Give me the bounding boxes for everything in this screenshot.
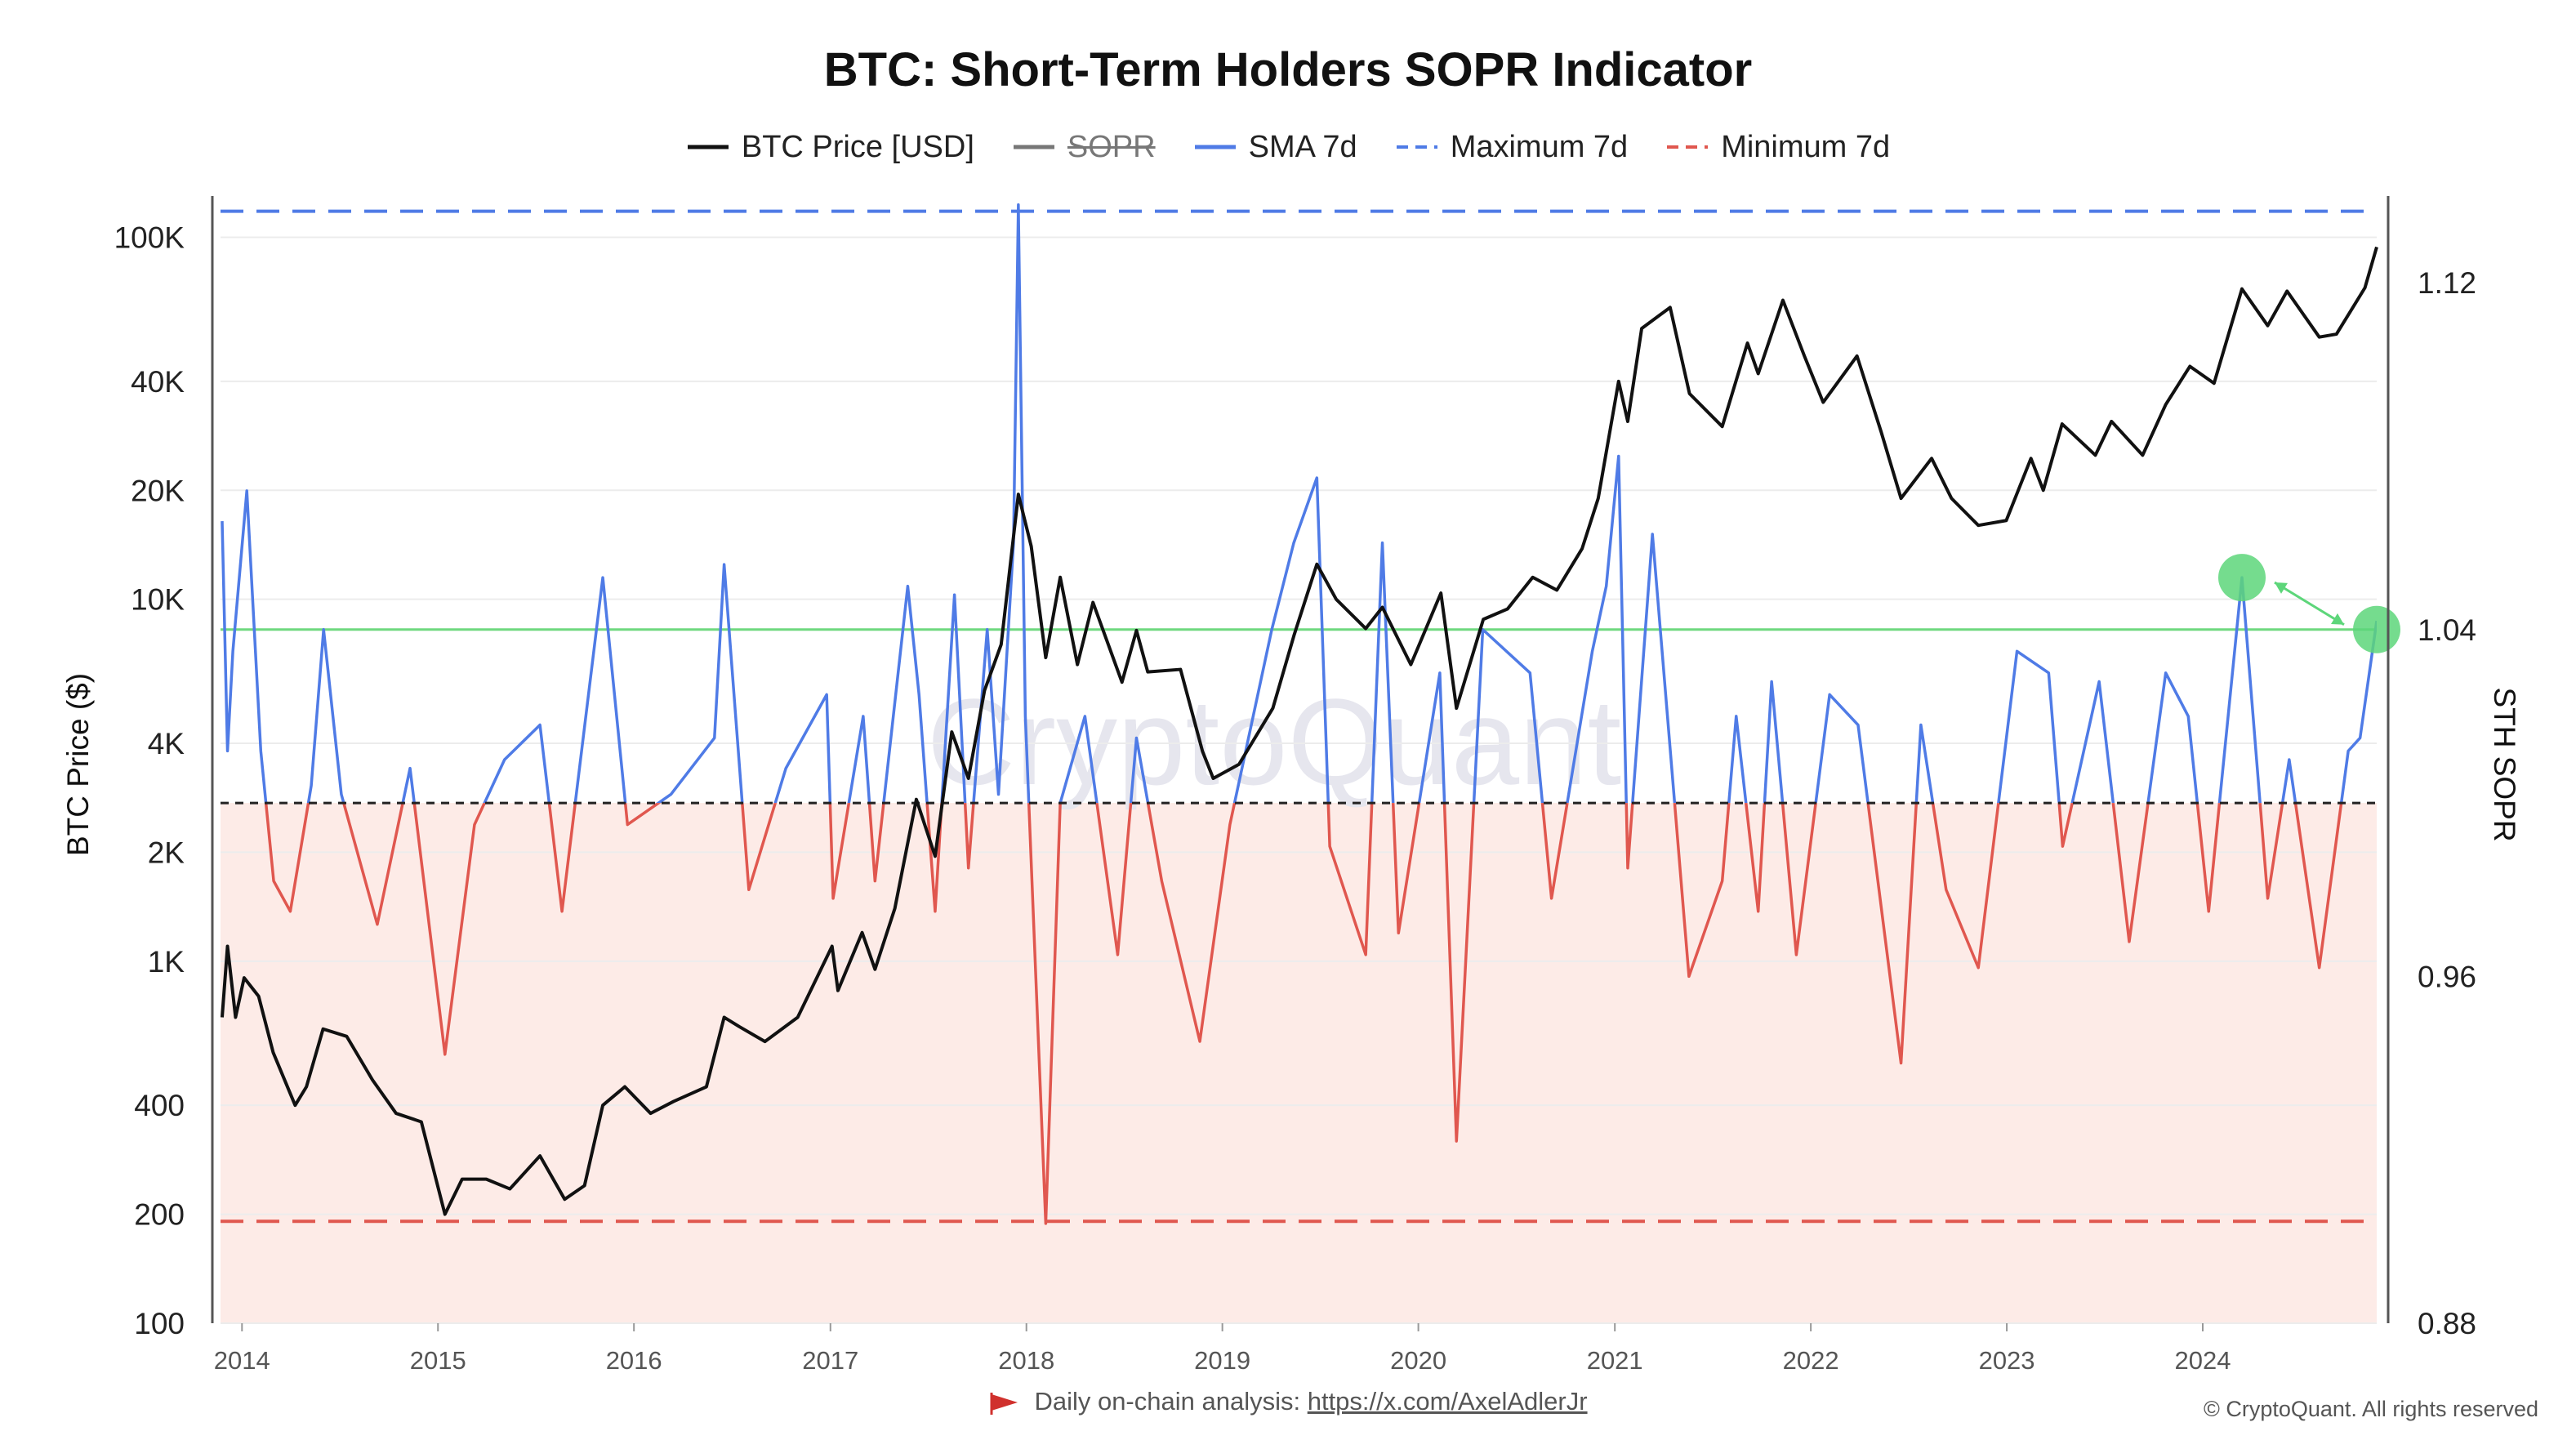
legend-label-minimum-7d: Minimum 7d xyxy=(1721,129,1891,164)
arrow-head-end xyxy=(2331,613,2344,625)
right-tick-label: 0.88 xyxy=(2418,1307,2476,1340)
x-tick-label: 2023 xyxy=(1979,1346,2035,1375)
chart-legend: BTC Price [USD] SOPR SMA 7d Maximum 7d M… xyxy=(0,123,2576,172)
left-tick-label: 2K xyxy=(148,836,185,869)
x-tick-label: 2015 xyxy=(410,1346,466,1375)
x-tick-label: 2016 xyxy=(606,1346,662,1375)
x-tick-label: 2018 xyxy=(998,1346,1054,1375)
left-tick-label: 100 xyxy=(134,1307,185,1340)
right-axis-title: STH SOPR xyxy=(2488,687,2521,841)
comparison-arrow xyxy=(2274,581,2345,626)
left-axis-ticks: 100 200 400 1K 2K 4K 10K 20K 40K 100K xyxy=(114,221,185,1340)
left-tick-label: 400 xyxy=(134,1089,185,1122)
left-tick-label: 10K xyxy=(131,583,185,617)
x-tick-label: 2017 xyxy=(802,1346,858,1375)
footer-link[interactable]: https://x.com/AxelAdlerJr xyxy=(1307,1387,1588,1416)
flag-icon xyxy=(990,1392,1018,1415)
legend-swatch-maximum-7d xyxy=(1396,145,1437,149)
left-tick-label: 4K xyxy=(148,727,185,760)
below-one-shaded-area xyxy=(221,803,2377,1323)
copyright: © CryptoQuant. All rights reserved xyxy=(2203,1397,2538,1421)
legend-swatch-btc-price xyxy=(687,145,729,149)
legend-item-sma-7d[interactable]: SMA 7d xyxy=(1193,130,1357,165)
legend-item-maximum-7d[interactable]: Maximum 7d xyxy=(1395,129,1629,165)
right-axis-ticks: 0.88 0.96 1.04 1.12 xyxy=(2418,266,2476,1340)
left-tick-label: 200 xyxy=(134,1198,185,1232)
footer-prefix: Daily on-chain analysis: xyxy=(1034,1387,1301,1416)
left-axis-title: BTC Price ($) xyxy=(61,673,95,856)
left-tick-label: 100K xyxy=(114,221,185,254)
legend-label-sopr: SOPR xyxy=(1067,129,1156,164)
x-tick-label: 2019 xyxy=(1194,1346,1250,1375)
legend-item-minimum-7d[interactable]: Minimum 7d xyxy=(1665,130,1890,165)
x-tick-label: 2024 xyxy=(2175,1346,2231,1375)
x-tick-label: 2020 xyxy=(1390,1346,1446,1375)
highlight-circle-2 xyxy=(2353,605,2400,653)
plot-background xyxy=(221,803,2377,1323)
x-tick-label: 2021 xyxy=(1587,1346,1643,1375)
right-tick-label: 1.04 xyxy=(2418,613,2476,647)
sma-7d-line-above-one xyxy=(221,203,2377,804)
left-tick-label: 1K xyxy=(148,945,185,979)
highlight-circle-1 xyxy=(2218,554,2266,602)
legend-label-sma-7d: SMA 7d xyxy=(1248,129,1357,164)
x-tick-label: 2014 xyxy=(214,1346,270,1375)
legend-swatch-minimum-7d xyxy=(1667,145,1709,149)
sma-7d-line-below-one xyxy=(264,803,2343,1225)
x-tick-label: 2022 xyxy=(1783,1346,1839,1375)
axes xyxy=(211,196,2390,1323)
legend-swatch-sopr xyxy=(1013,145,1054,149)
right-tick-label: 0.96 xyxy=(2418,960,2476,993)
chart-title: BTC: Short-Term Holders SOPR Indicator xyxy=(823,43,1753,96)
x-axis-ticks: 2014 2015 2016 2017 2018 2019 2020 2021 2022 2023… xyxy=(214,1323,2231,1375)
legend-label-maximum-7d: Maximum 7d xyxy=(1450,129,1629,164)
reference-lines xyxy=(221,209,2377,1224)
series-layer xyxy=(220,203,2378,1225)
left-tick-label: 40K xyxy=(131,365,185,399)
watermark: CryptoQuant xyxy=(927,673,1621,810)
arrow-head-start xyxy=(2275,582,2288,594)
left-tick-label: 20K xyxy=(131,474,185,507)
footer: Daily on-chain analysis: https://x.com/A… xyxy=(0,1387,2576,1416)
btc-price-line xyxy=(220,246,2378,1216)
legend-swatch-sma-7d xyxy=(1194,145,1236,149)
legend-item-sopr[interactable]: SOPR xyxy=(1012,130,1156,165)
legend-item-btc-price[interactable]: BTC Price [USD] xyxy=(686,130,974,165)
legend-label-btc-price: BTC Price [USD] xyxy=(741,129,974,164)
right-tick-label: 1.12 xyxy=(2418,266,2476,300)
